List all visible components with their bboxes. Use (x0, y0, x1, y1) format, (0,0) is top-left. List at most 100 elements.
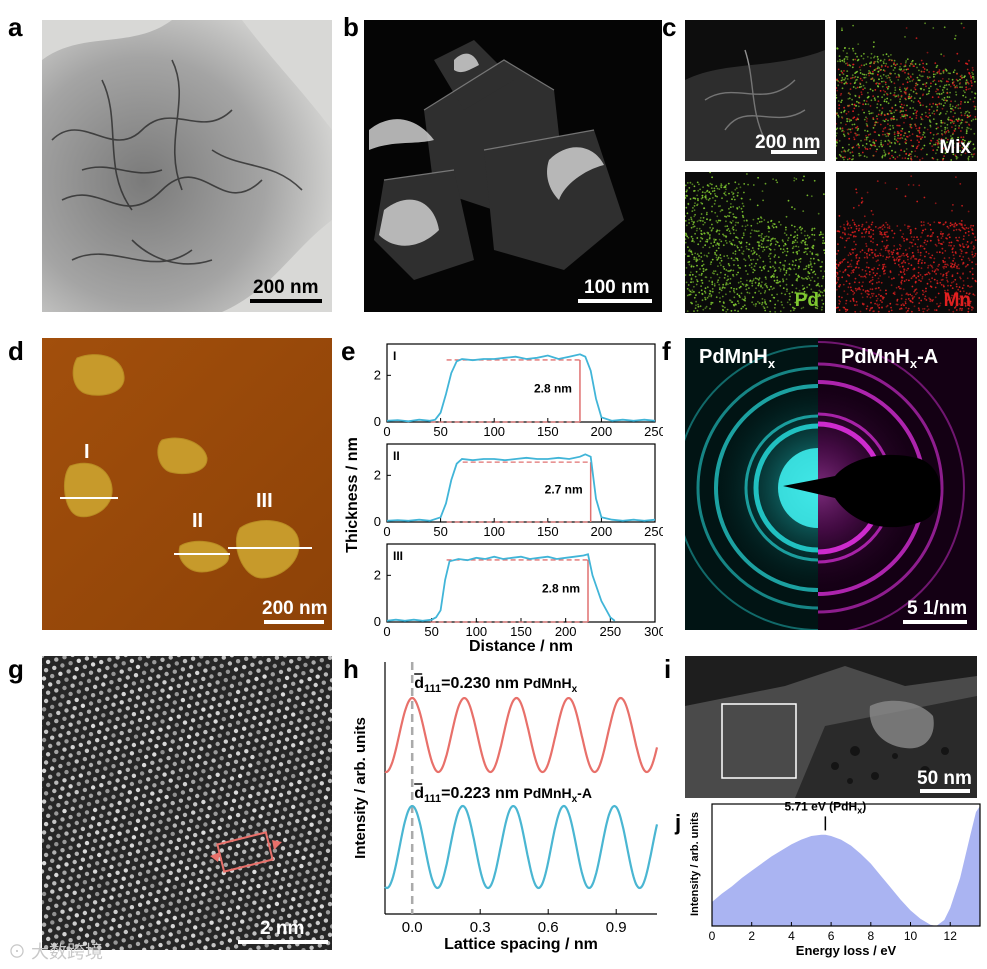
afm-flake (64, 462, 113, 518)
haadf-image-b: 100 nm (364, 20, 662, 312)
scale-bar-f (903, 620, 967, 624)
saed-label-left: PdMnHx (699, 346, 776, 371)
stem-sheet-drawing (685, 49, 825, 161)
x-tick-label: 2 (748, 929, 755, 943)
scale-bar-a (250, 299, 322, 303)
eds-mn-dots (836, 175, 977, 313)
watermark: ⊙ 大数跨境 (8, 938, 103, 964)
x-tick-label: 100 (465, 624, 487, 639)
subplot-frame (386, 343, 656, 423)
y-tick-label: 2 (374, 467, 381, 482)
x-tick-label: 10 (904, 929, 918, 943)
afm-marker-i: I (84, 441, 90, 463)
x-tick-label: 200 (591, 424, 613, 439)
scale-bar-c (771, 150, 817, 154)
afm-marker-iii: III (256, 490, 273, 512)
eds-mix-label: Mix (939, 137, 971, 158)
x-tick-label: 100 (483, 424, 505, 439)
scale-bar-d (264, 620, 324, 624)
x-axis-label: Lattice spacing / nm (444, 936, 598, 953)
x-tick-label: 50 (424, 624, 438, 639)
afm-flakes-drawing (42, 338, 332, 630)
panel-label-c: c (662, 12, 677, 42)
subplot-frame (386, 443, 656, 523)
scale-bar-i (920, 789, 970, 793)
watermark-text: 大数跨境 (31, 942, 104, 962)
panel-label-h: h (343, 654, 359, 684)
eds-mn-map: Mn (836, 172, 977, 313)
eds-pd-map: Pd (685, 172, 825, 313)
x-tick-label: 0 (709, 929, 716, 943)
x-tick-label: 12 (944, 929, 958, 943)
thickness-profile-line (386, 353, 656, 423)
y-tick-label: 0 (374, 614, 381, 629)
d-spacing-annotation: d111=0.230 nm PdMnHx (414, 675, 577, 695)
haadf-region-drawing (685, 666, 977, 798)
x-tick-label: 150 (510, 624, 532, 639)
afm-flake (178, 540, 230, 573)
thickness-label: 2.8 nm (534, 382, 572, 396)
watermark-icon: ⊙ (8, 942, 26, 962)
eds-pd-label: Pd (794, 290, 819, 311)
scale-bar-label-a: 200 nm (253, 277, 319, 298)
x-tick-label: 0.6 (538, 919, 559, 936)
afm-flake (72, 354, 125, 396)
x-tick-label: 4 (788, 929, 795, 943)
scale-bar-label-f: 5 1/nm (907, 598, 968, 619)
x-tick-label: 250 (644, 524, 663, 539)
scale-bar-label-b: 100 nm (584, 277, 650, 298)
x-tick-label: 0.3 (470, 919, 491, 936)
panel-label-g: g (8, 654, 24, 684)
y-tick-label: 0 (374, 514, 381, 529)
x-tick-label: 50 (433, 524, 447, 539)
x-tick-label: 0 (383, 424, 390, 439)
d-spacing-annotation: d111=0.223 nm PdMnHx-A (414, 785, 592, 805)
stem-image-c: 200 nm (685, 20, 825, 161)
x-axis-label: Distance / nm (469, 638, 573, 654)
subplot-frame (386, 543, 656, 623)
intensity-line (384, 804, 659, 890)
panel-label-i: i (664, 654, 672, 684)
series-pdmnhx: d111=0.230 nm PdMnHx (384, 673, 659, 774)
scale-bar-label-d: 200 nm (262, 598, 328, 619)
x-axis-label: Energy loss / eV (796, 943, 897, 958)
subplot-marker: I (393, 349, 396, 363)
y-tick-label: 0 (374, 414, 381, 429)
plot-frame (711, 803, 981, 927)
eds-mix-map: Mix (836, 20, 977, 161)
subplot-marker: II (393, 449, 400, 463)
afm-flake (157, 437, 208, 475)
eds-pd-dots (685, 172, 825, 313)
y-axis-label: Intensity / arb. units (689, 812, 701, 916)
y-axis-label: Intensity / arb. units (352, 717, 369, 859)
afm-marker-ii: II (192, 510, 204, 532)
x-tick-label: 0.9 (606, 919, 627, 936)
thickness-profile-line (386, 553, 616, 622)
x-tick-label: 200 (555, 624, 577, 639)
x-tick-label: 150 (537, 424, 559, 439)
x-tick-label: 100 (483, 524, 505, 539)
scale-bar-label-g: 2 nm (260, 918, 305, 939)
x-tick-label: 8 (867, 929, 874, 943)
afm-flake (235, 520, 300, 579)
thickness-profile-line (386, 453, 656, 522)
panel-label-f: f (662, 336, 671, 366)
panel-label-e: e (341, 336, 356, 366)
lattice-drawing (42, 656, 332, 950)
thickness-subplot-I: 0 50 100 150 200 250 0 2I 2.8 nm (374, 343, 663, 439)
subplot-marker: III (393, 549, 403, 563)
y-tick-label: 2 (374, 567, 381, 582)
haadf-image-i: 50 nm (685, 656, 977, 798)
x-tick-label: 300 (644, 624, 663, 639)
peak-annotation: 5.71 eV (PdHx) (784, 800, 866, 815)
scale-bar-label-c: 200 nm (755, 132, 821, 153)
hrtem-image-g: 2 nm (42, 656, 332, 950)
tem-flakes-drawing (42, 20, 332, 312)
panel-label-j: j (675, 810, 682, 835)
x-tick-label: 0.0 (402, 919, 423, 936)
saed-label-right: PdMnHx-A (841, 346, 939, 371)
x-tick-label: 150 (537, 524, 559, 539)
thickness-label: 2.7 nm (545, 483, 583, 497)
x-tick-label: 200 (591, 524, 613, 539)
